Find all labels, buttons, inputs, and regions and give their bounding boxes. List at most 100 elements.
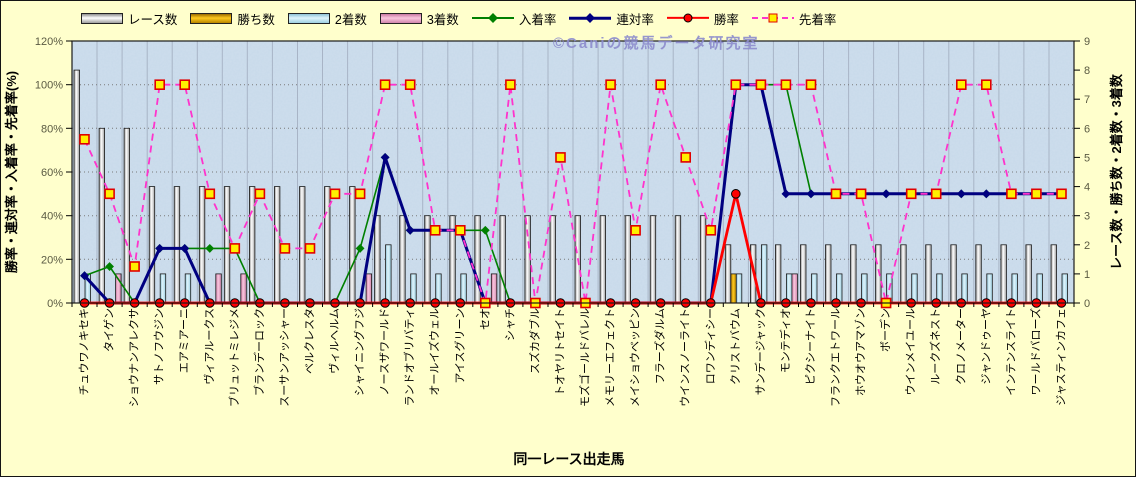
marker-quinella-rate (956, 189, 966, 199)
legend-swatch-seconds (287, 12, 330, 24)
x-label: ノースザワールド (378, 308, 391, 395)
marker-finish-first-rate (429, 225, 441, 236)
svg-text:80%: 80% (41, 123, 63, 135)
x-label: ショウナンアレクサ (128, 308, 141, 407)
bar-thirds (791, 273, 798, 304)
svg-text:8: 8 (1084, 65, 1090, 77)
marker-finish-first-rate (955, 79, 967, 90)
legend-swatch-place-rate (471, 12, 514, 25)
marker-place-rate (105, 262, 114, 271)
bar-races (324, 186, 331, 304)
x-label: メモリーエフェクト (604, 308, 617, 407)
bar-races (223, 186, 231, 304)
x-label: スーサンアッシャー (278, 308, 291, 407)
x-label: ブリュットミレジメ (227, 308, 241, 407)
x-label: スズカダブル (527, 308, 541, 374)
bar-thirds (490, 273, 498, 304)
marker-finish-first-rate (404, 79, 416, 90)
axis-ticks (66, 40, 1080, 307)
bar-races (73, 69, 80, 304)
marker-finish-first-rate (104, 188, 115, 200)
bar-races (800, 244, 807, 304)
bar-races (148, 186, 156, 304)
svg-text:0: 0 (1084, 298, 1090, 310)
legend-item-win-rate: 勝率 (666, 9, 739, 28)
x-label: ヴィアルークス (202, 308, 216, 385)
bar-races (624, 215, 631, 304)
legend-label-win-rate: 勝率 (713, 12, 739, 27)
legend-label-place-rate: 入着率 (518, 12, 557, 27)
marker-finish-first-rate (805, 79, 817, 90)
marker-quinella-rate (80, 271, 89, 281)
bar-races (1025, 244, 1032, 304)
bar-races (98, 127, 105, 304)
bar-races (123, 127, 130, 304)
marker-finish-first-rate (505, 79, 516, 90)
legend-item-place-rate: 入着率 (471, 9, 557, 28)
marker-place-rate (355, 244, 365, 253)
marker-finish-first-rate (605, 79, 616, 90)
bar-races (825, 244, 832, 304)
bar-races (950, 244, 957, 304)
legend-swatch-finish-first-rate (751, 12, 794, 25)
marker-quinella-rate (806, 189, 816, 199)
marker-quinella-rate (881, 189, 891, 199)
svg-text:3: 3 (1084, 211, 1090, 223)
bar-races (775, 244, 782, 304)
svg-text:20%: 20% (41, 254, 63, 266)
right-axis-title: レース数・勝ち数・2着数・3着数 (1109, 73, 1124, 270)
svg-text:120%: 120% (35, 36, 63, 48)
x-label: メイショウベッピン (629, 308, 642, 407)
marker-finish-first-rate (755, 79, 767, 90)
x-label: ベルクレスタ (303, 308, 316, 374)
x-label: エアミアーニ (179, 308, 191, 373)
marker-quinella-rate (781, 189, 791, 199)
bar-thirds (215, 273, 222, 304)
bar-races (724, 244, 732, 304)
bar-races (674, 215, 682, 304)
marker-finish-first-rate (555, 152, 566, 163)
svg-text:2: 2 (1084, 240, 1090, 252)
legend-label-wins: 勝ち数 (237, 12, 275, 27)
legend-swatch-win-rate (666, 12, 709, 25)
bar-races (975, 244, 982, 304)
bar-races (349, 186, 356, 304)
svg-text:7: 7 (1084, 94, 1090, 106)
bar-races (649, 215, 657, 304)
legend-item-finish-first-rate: 先着率 (751, 9, 836, 28)
x-label: フランクエトワール (829, 308, 842, 407)
marker-quinella-rate (380, 152, 390, 162)
svg-text:6: 6 (1084, 123, 1090, 135)
x-label: シャイニングフジ (352, 308, 366, 396)
bar-thirds (365, 273, 373, 304)
x-label: クリストバウム (729, 308, 742, 385)
marker-finish-first-rate (179, 79, 190, 90)
marker-win-rate (731, 189, 741, 199)
marker-finish-first-rate (980, 79, 992, 90)
marker-finish-first-rate (1006, 188, 1017, 200)
right-axis-tick-labels: 0 1 2 3 4 5 6 7 8 9 (1084, 36, 1090, 310)
marker-finish-first-rate (705, 225, 717, 236)
bar-races (549, 215, 556, 304)
x-label: ピクシーナイト (804, 308, 817, 385)
bar-seconds (385, 244, 392, 304)
bar-races (449, 215, 456, 304)
bar-races (273, 186, 281, 304)
legend-swatch-thirds (379, 12, 422, 24)
marker-finish-first-rate (329, 188, 341, 200)
x-label: ワールドバローズ (1028, 308, 1042, 395)
marker-finish-first-rate (229, 243, 241, 254)
marker-finish-first-rate (79, 134, 90, 145)
x-label: ウインスノーライト (679, 308, 692, 407)
x-label: タイゲン (103, 308, 116, 352)
x-axis-title: 同一レース出走馬 (513, 451, 625, 467)
legend-marker-win-rate (683, 13, 693, 23)
x-label: セオ (478, 308, 491, 330)
marker-finish-first-rate (154, 79, 165, 90)
marker-finish-first-rate (780, 79, 792, 90)
svg-text:5: 5 (1084, 152, 1090, 164)
marker-quinella-rate (155, 244, 165, 253)
x-label: クロノメーター (954, 308, 967, 385)
marker-finish-first-rate (830, 188, 842, 200)
marker-finish-first-rate (254, 188, 266, 200)
